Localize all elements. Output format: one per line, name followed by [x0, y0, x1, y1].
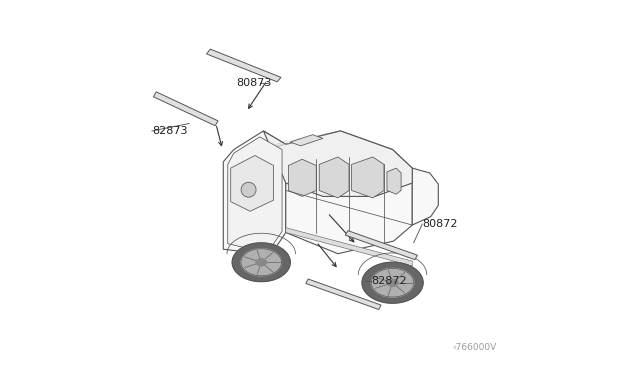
Polygon shape — [286, 131, 412, 254]
Text: 80873: 80873 — [236, 78, 271, 88]
Text: 82872: 82872 — [371, 276, 407, 286]
Polygon shape — [231, 155, 273, 211]
Polygon shape — [346, 231, 417, 260]
Polygon shape — [154, 92, 218, 126]
Polygon shape — [289, 159, 316, 196]
Polygon shape — [264, 131, 412, 196]
Circle shape — [241, 182, 256, 197]
Polygon shape — [362, 262, 423, 303]
Polygon shape — [371, 269, 414, 297]
Text: ‹766000V: ‹766000V — [452, 343, 497, 352]
Polygon shape — [412, 168, 438, 225]
Polygon shape — [232, 243, 291, 282]
Text: 82873: 82873 — [152, 126, 188, 136]
Polygon shape — [256, 259, 266, 266]
Polygon shape — [351, 157, 384, 198]
Text: 80872: 80872 — [422, 219, 458, 229]
Polygon shape — [223, 131, 286, 255]
Polygon shape — [207, 49, 281, 82]
Polygon shape — [286, 228, 412, 266]
Polygon shape — [319, 157, 349, 198]
Polygon shape — [291, 135, 323, 146]
Polygon shape — [387, 168, 401, 194]
Polygon shape — [306, 279, 381, 310]
Polygon shape — [387, 279, 398, 286]
Polygon shape — [241, 249, 282, 276]
Polygon shape — [228, 137, 282, 253]
